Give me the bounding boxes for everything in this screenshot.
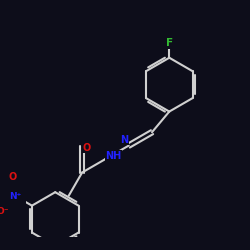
Text: N⁺: N⁺ xyxy=(9,192,22,200)
Text: F: F xyxy=(166,38,173,48)
Text: N: N xyxy=(120,135,128,145)
Text: O⁻: O⁻ xyxy=(0,207,8,216)
Text: O: O xyxy=(82,143,91,153)
Text: NH: NH xyxy=(105,151,122,161)
Text: O: O xyxy=(8,172,17,182)
